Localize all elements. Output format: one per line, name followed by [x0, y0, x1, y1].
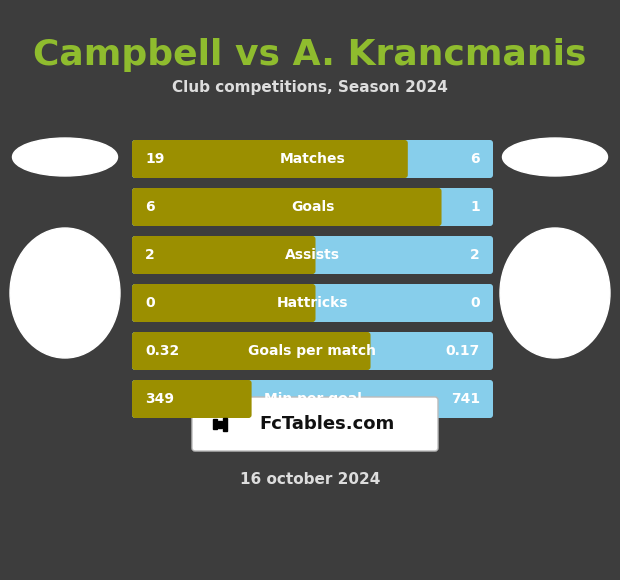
Text: Goals per match: Goals per match: [249, 344, 376, 358]
Text: Goals: Goals: [291, 200, 334, 214]
FancyBboxPatch shape: [132, 284, 493, 322]
FancyBboxPatch shape: [132, 188, 441, 226]
Text: 2: 2: [145, 248, 155, 262]
Text: 16 october 2024: 16 october 2024: [240, 472, 380, 487]
Ellipse shape: [500, 228, 610, 358]
FancyBboxPatch shape: [192, 397, 438, 451]
Text: Matches: Matches: [280, 152, 345, 166]
Text: FcTables.com: FcTables.com: [259, 415, 394, 433]
Text: Club competitions, Season 2024: Club competitions, Season 2024: [172, 80, 448, 95]
Ellipse shape: [10, 228, 120, 358]
Text: 0: 0: [145, 296, 154, 310]
Text: 741: 741: [451, 392, 480, 406]
FancyBboxPatch shape: [132, 188, 493, 226]
FancyBboxPatch shape: [132, 380, 493, 418]
Text: 6: 6: [471, 152, 480, 166]
FancyBboxPatch shape: [132, 380, 252, 418]
Text: Assists: Assists: [285, 248, 340, 262]
Bar: [213, 419, 217, 429]
Text: 0: 0: [471, 296, 480, 310]
Text: 19: 19: [145, 152, 164, 166]
Bar: [223, 418, 227, 430]
Ellipse shape: [502, 138, 608, 176]
FancyBboxPatch shape: [132, 140, 408, 178]
FancyBboxPatch shape: [132, 284, 316, 322]
FancyBboxPatch shape: [132, 140, 493, 178]
Text: Campbell vs A. Krancmanis: Campbell vs A. Krancmanis: [33, 38, 587, 72]
FancyBboxPatch shape: [132, 332, 371, 370]
Ellipse shape: [12, 138, 118, 176]
Text: Min per goal: Min per goal: [264, 392, 361, 406]
Text: 6: 6: [145, 200, 154, 214]
FancyBboxPatch shape: [132, 236, 493, 274]
Text: 349: 349: [145, 392, 174, 406]
FancyBboxPatch shape: [132, 332, 493, 370]
Text: 0.17: 0.17: [446, 344, 480, 358]
Text: 2: 2: [470, 248, 480, 262]
Text: Hattricks: Hattricks: [277, 296, 348, 310]
FancyBboxPatch shape: [132, 236, 316, 274]
Bar: [218, 420, 222, 427]
Text: 1: 1: [470, 200, 480, 214]
Text: 0.32: 0.32: [145, 344, 179, 358]
